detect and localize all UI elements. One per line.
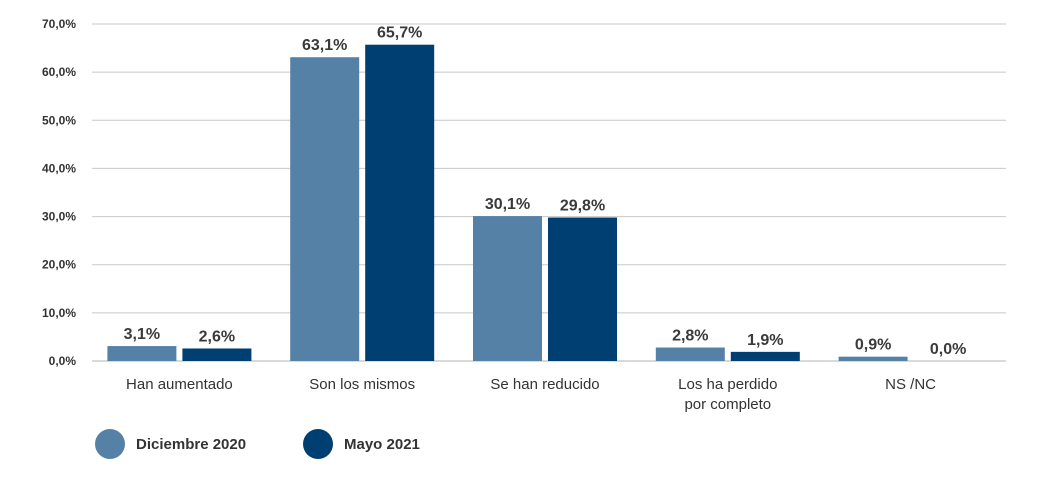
bar — [365, 44, 435, 362]
y-tick-label: 60,0% — [42, 65, 76, 79]
data-label: 0,9% — [855, 337, 891, 354]
x-tick-label: NS /NC — [885, 376, 936, 393]
bar — [290, 57, 360, 362]
data-label: 65,7% — [377, 25, 422, 42]
x-tick-label: Los ha perdido — [678, 376, 777, 393]
x-tick-label: Se han reducido — [490, 376, 599, 393]
data-label: 2,6% — [199, 328, 235, 345]
y-tick-label: 20,0% — [42, 258, 76, 272]
data-label: 0,0% — [930, 341, 966, 358]
bar — [548, 217, 617, 361]
legend-marker — [303, 429, 333, 459]
data-label: 3,1% — [124, 326, 160, 343]
y-tick-label: 0,0% — [49, 354, 77, 368]
legend-label: Mayo 2021 — [344, 436, 420, 453]
y-tick-label: 70,0% — [42, 17, 76, 31]
x-tick-label: Han aumentado — [126, 376, 233, 393]
data-label: 1,9% — [747, 332, 783, 349]
y-tick-label: 40,0% — [42, 161, 76, 175]
bar — [655, 347, 725, 361]
data-label: 30,1% — [485, 196, 530, 213]
x-tick-label: por completo — [684, 396, 771, 413]
legend-marker — [95, 429, 125, 459]
bar — [730, 351, 800, 361]
bar — [473, 216, 542, 361]
data-label: 29,8% — [560, 198, 605, 215]
y-tick-label: 10,0% — [42, 306, 76, 320]
x-tick-label: Son los mismos — [309, 376, 415, 393]
data-label: 2,8% — [672, 328, 708, 345]
bar — [838, 356, 908, 361]
bar — [107, 346, 177, 361]
y-tick-label: 30,0% — [42, 210, 76, 224]
bar — [182, 348, 252, 361]
legend-label: Diciembre 2020 — [136, 436, 246, 453]
bars: 3,1% 2,6% 63,1% 65,7% 30,1% 29,8% 2,8% 1,9% 0,9%… — [107, 25, 966, 362]
legend: Diciembre 2020 Mayo 2021 — [95, 429, 420, 459]
y-tick-label: 50,0% — [42, 113, 76, 127]
y-axis: 0,0% 10,0% 20,0% 30,0% 40,0% 50,0% 60,0% 70,0% — [42, 17, 76, 368]
data-label: 63,1% — [302, 37, 347, 54]
x-axis: Han aumentado Son los mismos Se han reduci… — [126, 376, 936, 413]
